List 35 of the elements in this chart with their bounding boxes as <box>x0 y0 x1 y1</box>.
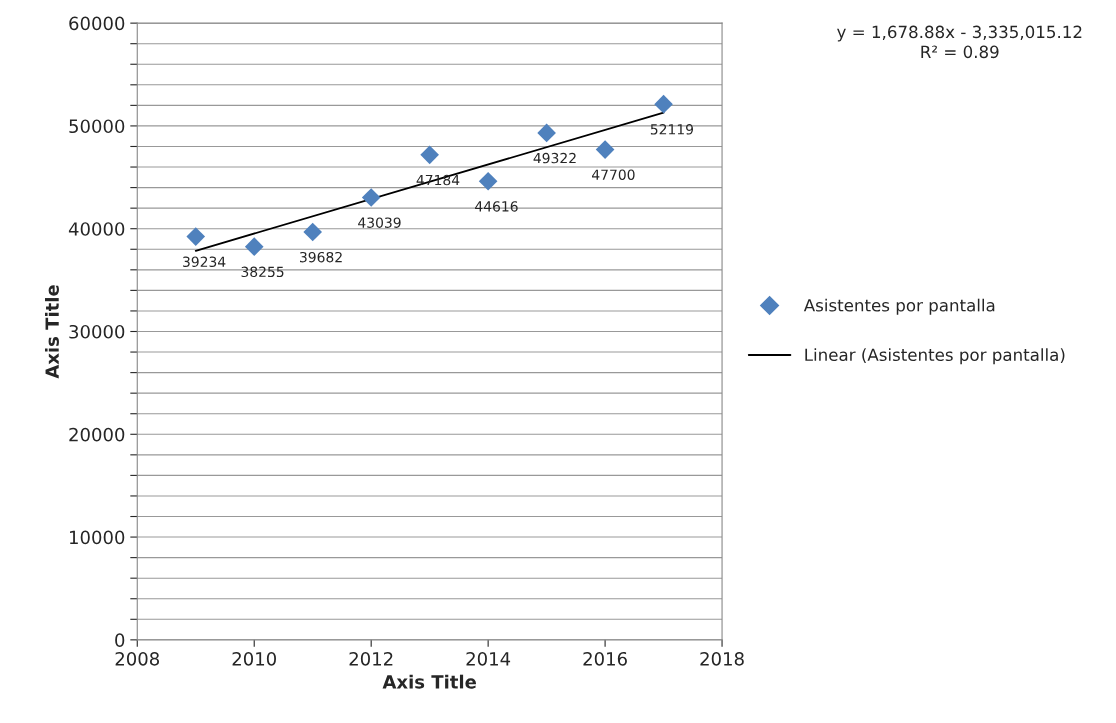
data-label: 47700 <box>592 169 635 180</box>
point <box>361 188 381 207</box>
point <box>654 94 673 114</box>
y-tick-label: 40000 <box>68 222 125 236</box>
point <box>478 171 498 191</box>
data-label: 38255 <box>241 266 284 278</box>
x-tick-label: 2014 <box>466 651 511 666</box>
x-tick-label: 2008 <box>115 651 160 666</box>
y-tick-label: 60000 <box>69 16 125 31</box>
y-tick-label: 50000 <box>69 119 125 134</box>
data-label: 39234 <box>183 256 226 267</box>
data-label: 49322 <box>533 152 576 164</box>
point <box>303 222 323 242</box>
data-label: 43039 <box>358 217 401 228</box>
y-tick-label: 10000 <box>70 530 125 545</box>
x-tick-label: 2018 <box>700 651 744 666</box>
x-tick-label: 2010 <box>232 651 276 666</box>
data-label: 39682 <box>300 251 342 263</box>
point <box>186 227 206 246</box>
point <box>595 140 615 159</box>
x-axis-title: Axis Title <box>382 674 476 689</box>
data-label: 44616 <box>475 201 518 212</box>
point <box>244 237 264 256</box>
y-axis-title: Axis Title <box>44 285 59 379</box>
legend-label: Linear (Asistentes por pantalla) <box>805 348 1065 365</box>
y-tick-label: 0 <box>115 633 125 647</box>
data-label: 52119 <box>650 124 694 135</box>
legend-label: Asistentes por pantalla <box>803 298 995 315</box>
x-tick-label: 2012 <box>349 651 393 666</box>
y-tick-label: 20000 <box>69 427 125 442</box>
x-tick-label: 2016 <box>583 651 627 666</box>
point <box>537 123 556 143</box>
point <box>420 145 439 165</box>
text: y = 1,678.88x - 3,335,015.12 R² = 0.89 <box>837 25 1082 59</box>
y-tick-label: 30000 <box>69 324 125 339</box>
